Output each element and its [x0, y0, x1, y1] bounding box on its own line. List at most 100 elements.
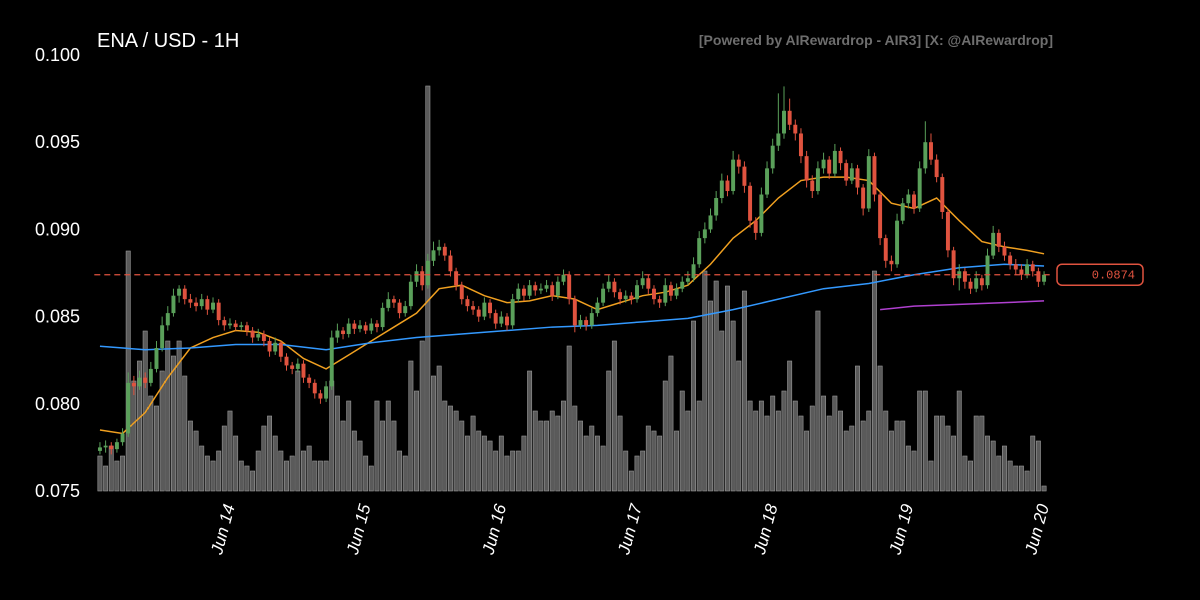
volume-bar	[640, 450, 646, 492]
volume-bar	[888, 430, 894, 492]
volume-bar	[408, 360, 414, 492]
volume-bar	[578, 420, 583, 492]
volume-bar	[832, 395, 838, 492]
candle-body	[962, 271, 967, 282]
volume-bar	[804, 430, 810, 492]
volume-bar	[798, 415, 804, 492]
candle-body	[1002, 246, 1007, 256]
candle-body	[923, 142, 928, 169]
candle-body	[403, 306, 408, 314]
candle-body	[414, 271, 419, 282]
candle-body	[442, 246, 447, 256]
volume-bar	[809, 405, 815, 492]
candle-body	[160, 325, 165, 348]
volume-bar	[753, 410, 759, 492]
volume-bar	[1007, 460, 1013, 492]
candle-body	[742, 166, 747, 186]
volume-bar	[238, 460, 244, 492]
candle-body	[386, 299, 391, 308]
last-price-label: 0.0874	[1092, 269, 1135, 283]
volume-bar	[911, 450, 917, 492]
y-tick-label: 0.090	[35, 219, 80, 239]
volume-bar	[956, 390, 962, 492]
volume-bar	[391, 420, 397, 492]
candle-body	[815, 168, 820, 192]
volume-bar	[645, 425, 651, 492]
candle-body	[861, 187, 866, 209]
candle-body	[329, 337, 334, 387]
candle-body	[697, 238, 702, 265]
candle-body	[431, 250, 436, 261]
candle-body	[109, 445, 114, 450]
candle-body	[114, 442, 119, 450]
volume-bar	[883, 410, 889, 492]
candle-body	[996, 232, 1001, 247]
volume-bar	[357, 440, 363, 492]
volume-bar	[210, 460, 216, 492]
candle-body	[651, 288, 656, 300]
volume-bar	[436, 365, 442, 492]
candle-body	[131, 382, 136, 387]
candle-body	[194, 302, 199, 307]
candle-body	[561, 274, 566, 282]
candle-body	[171, 295, 176, 314]
x-tick-label: Jun 19	[885, 502, 917, 558]
candle-body	[391, 299, 396, 303]
candle-body	[1013, 264, 1018, 270]
volume-bar	[261, 425, 267, 492]
volume-bar	[289, 455, 295, 492]
volume-bar	[295, 370, 301, 492]
candle-body	[538, 288, 543, 291]
volume-bar	[414, 390, 419, 492]
candle-body	[233, 323, 238, 328]
volume-bar	[227, 410, 233, 492]
volume-bar	[872, 270, 877, 492]
candle-body	[787, 110, 792, 125]
volume-bar	[1024, 470, 1030, 492]
candle-body	[182, 288, 187, 300]
candle-body	[940, 177, 945, 212]
volume-bar	[385, 400, 391, 492]
volume-bar	[708, 300, 713, 492]
candle-body	[244, 325, 249, 331]
volume-bar	[928, 460, 934, 492]
candle-body	[974, 278, 979, 289]
volume-bar	[894, 420, 900, 492]
volume-bar	[233, 435, 239, 492]
candle-body	[420, 271, 425, 286]
volume-bar	[730, 320, 736, 492]
volume-bar	[826, 415, 832, 492]
volume-bar	[900, 420, 906, 492]
volume-bar	[521, 435, 527, 492]
volume-bar	[973, 415, 979, 492]
candle-body	[205, 299, 210, 310]
volume-bar	[758, 400, 764, 492]
candle-body	[878, 194, 883, 239]
candle-body	[454, 271, 459, 286]
candle-body	[685, 278, 690, 282]
volume-bar	[657, 435, 663, 492]
volume-bar	[1002, 445, 1007, 492]
candle-body	[335, 330, 340, 338]
volume-bar	[267, 415, 272, 492]
volume-bar	[470, 415, 476, 492]
candle-body	[154, 347, 159, 369]
candle-body	[216, 302, 221, 321]
candle-body	[951, 250, 956, 279]
volume-bar	[448, 405, 453, 492]
volume-bar	[159, 370, 165, 492]
candle-body	[770, 145, 775, 169]
volume-bar	[725, 285, 730, 492]
candle-body	[640, 278, 645, 286]
candle-body	[657, 299, 662, 303]
candle-body	[521, 288, 526, 296]
volume-bar	[142, 330, 148, 492]
chart-title: ENA / USD - 1H	[97, 30, 239, 52]
volume-bar	[176, 340, 182, 492]
volume-bar	[741, 290, 747, 492]
volume-bar	[843, 430, 849, 492]
volume-bar	[351, 430, 357, 492]
candle-body	[934, 159, 939, 178]
volume-bar	[154, 405, 159, 492]
candle-body	[284, 356, 289, 366]
